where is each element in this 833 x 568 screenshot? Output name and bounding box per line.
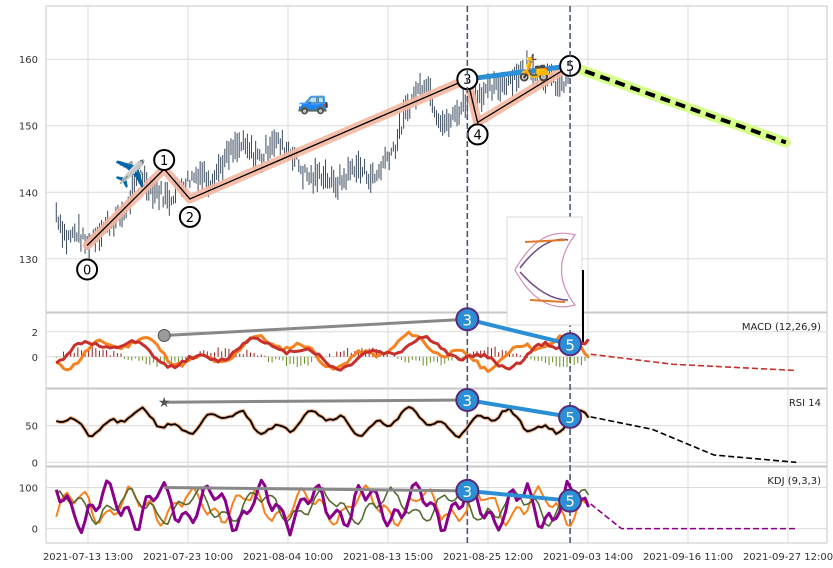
x-tick-label: 2021-08-04 10:00 [243, 552, 333, 563]
kdj-d-line [55, 486, 590, 527]
divergence-start-star: ★ [158, 395, 171, 411]
inset-frame [506, 216, 583, 326]
wave-3-5-line [464, 63, 573, 82]
divergence-wave-label: 5 [565, 493, 575, 511]
wave-point-label: 1 [160, 154, 168, 169]
divergence-wave-circle [558, 332, 583, 357]
x-tick-label: 2021-07-13 13:00 [43, 552, 133, 563]
rsi-forecast-line [590, 416, 797, 464]
divergence-gray-line [164, 398, 468, 404]
wave-line [86, 65, 571, 246]
y-tick-label: 130 [19, 255, 38, 266]
divergence-start-marker [157, 329, 171, 342]
wave-point-circle [76, 258, 99, 281]
annotation-emoji: ✈️ [114, 157, 146, 189]
divergence-gray-line [164, 486, 468, 493]
divergence-wave-circle [455, 388, 480, 412]
x-tick-label: 2021-09-16 11:00 [643, 552, 733, 563]
y-tick-label: 2 [32, 328, 38, 339]
wave-point-circle [178, 205, 201, 228]
indicator-title: KDJ (9,3,3) [767, 476, 821, 487]
wave-point-label: 2 [186, 211, 194, 226]
x-tick-label: 2021-08-13 15:00 [343, 552, 433, 563]
inset-pattern [506, 216, 583, 326]
rsi-line [56, 406, 590, 439]
divergence-wave-label: 5 [565, 336, 575, 354]
wave-point-label: 5 [566, 60, 574, 75]
kdj-forecast-line [590, 503, 797, 530]
y-tick-label: 150 [19, 122, 38, 133]
divergence-blue-line [467, 488, 571, 503]
divergence-wave-label: 3 [463, 311, 473, 329]
divergence-gray-line [164, 317, 468, 337]
y-tick-label: 100 [19, 484, 38, 495]
y-tick-label: 0 [32, 353, 38, 364]
divergence-blue-line [467, 398, 571, 419]
annotation-emoji: 🚙 [297, 86, 329, 116]
macd-signal-line [55, 334, 590, 372]
panel-frame [45, 312, 828, 389]
inset-stroke [524, 239, 566, 303]
divergence-blue-line [466, 317, 571, 347]
x-tick-label: 2021-09-03 14:00 [543, 552, 633, 563]
forecast-line [569, 63, 787, 145]
indicator-title: MACD (12,26,9) [742, 322, 821, 333]
divergence-wave-label: 3 [463, 392, 473, 410]
x-tick-label: 2021-09-27 12:00 [743, 552, 833, 563]
divergence-wave-circle [558, 488, 583, 513]
indicator-title: RSI 14 [789, 398, 821, 409]
y-tick-label: 160 [19, 55, 38, 66]
wave-point-circle [153, 148, 176, 171]
divergence-wave-label: 5 [565, 409, 575, 427]
x-tick-label: 2021-07-23 10:00 [143, 552, 233, 563]
macd-line [55, 330, 590, 373]
divergence-wave-circle [455, 478, 480, 503]
panel-frame [45, 5, 828, 313]
wave-point-label: 4 [473, 128, 481, 143]
divergence-wave-circle [558, 404, 583, 429]
y-tick-label: 0 [32, 525, 38, 536]
panel-macd: 0 2 MACD (12,26,9) [32, 312, 828, 389]
divergence-wave-circle [455, 307, 480, 332]
wave-point-label: 0 [83, 263, 91, 278]
divergence-wave-label: 3 [463, 483, 473, 501]
y-tick-label: 140 [19, 188, 38, 199]
y-tick-label: 0 [32, 458, 38, 469]
kdj-j-line [54, 478, 590, 537]
x-tick-label: 2021-08-25 12:00 [443, 552, 533, 563]
y-tick-label: 50 [25, 422, 38, 433]
annotation-emoji: 🛵 [518, 53, 550, 83]
macd-forecast-line [590, 353, 797, 372]
